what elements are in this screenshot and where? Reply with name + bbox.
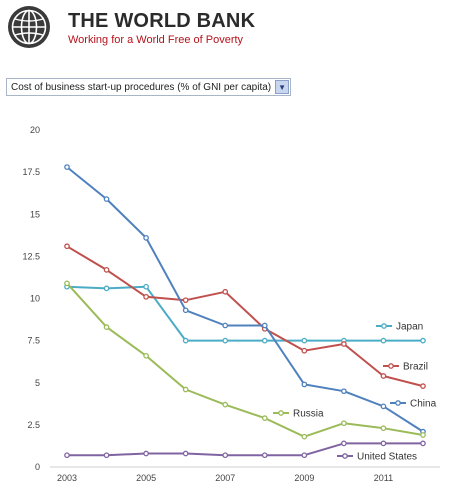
data-point-china	[341, 388, 347, 395]
x-tick-label: 2011	[374, 473, 393, 483]
indicator-select[interactable]: Cost of business start-up procedures (% …	[6, 78, 292, 96]
data-point-united-states	[64, 452, 70, 459]
data-point-russia	[341, 420, 347, 427]
data-point-united-states	[341, 440, 347, 447]
data-point-japan	[261, 337, 268, 344]
y-tick-label: 5	[35, 378, 40, 388]
header: THE WORLD BANK Working for a World Free …	[6, 4, 446, 50]
legend-marker-point-united-states	[342, 453, 348, 459]
data-point-japan	[103, 285, 110, 292]
x-tick-label: 2007	[215, 473, 235, 483]
y-tick-label: 0	[35, 462, 40, 472]
data-point-russia	[261, 415, 268, 421]
data-point-united-states	[222, 452, 229, 459]
data-point-brazil	[182, 297, 189, 304]
legend-marker-point-china	[395, 400, 401, 406]
y-tick-label: 15	[30, 209, 40, 219]
data-point-china	[301, 381, 308, 388]
data-point-brazil	[420, 383, 426, 389]
x-tick-label: 2003	[57, 473, 77, 483]
data-point-russia	[301, 433, 308, 440]
data-point-china	[182, 307, 189, 314]
data-point-japan	[143, 283, 149, 290]
world-bank-globe-logo	[8, 6, 50, 48]
brand-tagline: Working for a World Free of Poverty	[68, 34, 244, 46]
data-point-russia	[420, 432, 426, 438]
x-tick-label: 2009	[294, 473, 314, 483]
series-line-russia	[66, 282, 424, 438]
data-point-japan	[222, 337, 229, 344]
data-point-russia	[64, 280, 70, 287]
data-point-brazil	[341, 341, 347, 347]
y-tick-label: 10	[30, 294, 40, 304]
data-point-china	[103, 196, 110, 202]
data-point-russia	[103, 324, 110, 330]
series-line-united-states	[67, 442, 423, 457]
data-point-united-states	[380, 440, 387, 447]
y-tick-label: 20	[30, 125, 40, 135]
series-line-brazil	[66, 245, 424, 388]
data-point-united-states	[103, 452, 110, 459]
series-label-japan: Japan	[396, 322, 423, 333]
legend-marker-point-brazil	[388, 363, 394, 369]
data-point-united-states	[301, 452, 308, 459]
y-tick-label: 2.5	[27, 420, 40, 430]
series-label-china: China	[410, 399, 437, 410]
series-label-united-states: United States	[357, 452, 417, 463]
brand-title: THE WORLD BANK	[68, 10, 256, 32]
series-line-china	[66, 166, 424, 433]
data-point-japan	[182, 337, 189, 344]
data-point-china	[261, 322, 268, 329]
data-point-russia	[222, 401, 229, 408]
data-point-united-states	[420, 440, 426, 447]
data-point-china	[143, 234, 149, 241]
data-point-russia	[380, 425, 387, 432]
series-label-russia: Russia	[293, 409, 324, 420]
data-point-japan	[380, 337, 387, 344]
data-point-brazil	[222, 288, 229, 295]
chevron-down-icon[interactable]: ▼	[275, 80, 290, 94]
line-chart: 0 2.5 5 7.5 10 12.5 15 17.5 20 2003 2005 2007 2009 20…	[22, 125, 440, 483]
data-point-russia	[182, 386, 189, 393]
data-point-united-states	[261, 452, 268, 459]
data-point-brazil	[64, 243, 70, 250]
data-point-united-states	[182, 450, 189, 457]
legend-marker-point-japan	[381, 323, 387, 329]
series-label-brazil: Brazil	[403, 362, 428, 373]
data-point-russia	[143, 352, 149, 359]
data-point-china	[222, 322, 229, 329]
y-tick-label: 17.5	[22, 167, 40, 177]
data-point-united-states	[143, 450, 149, 457]
x-tick-label: 2005	[136, 473, 156, 483]
series-line-japan	[66, 285, 423, 342]
data-point-china	[64, 164, 70, 170]
legend-marker-point-russia	[278, 410, 284, 416]
data-point-brazil	[380, 373, 387, 379]
data-point-brazil	[103, 267, 110, 273]
indicator-select-value: Cost of business start-up procedures (% …	[11, 81, 272, 93]
y-tick-label: 7.5	[27, 336, 40, 346]
data-point-japan	[420, 337, 426, 344]
data-point-china	[380, 403, 387, 410]
y-tick-label: 12.5	[22, 251, 40, 261]
data-point-brazil	[143, 293, 149, 300]
data-point-brazil	[301, 347, 308, 354]
data-point-japan	[301, 337, 308, 344]
